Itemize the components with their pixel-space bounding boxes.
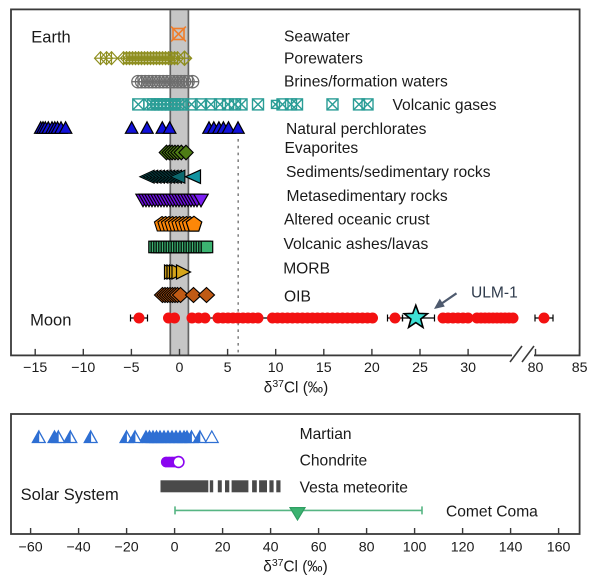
- svg-text:Earth: Earth: [31, 28, 70, 46]
- svg-text:Brines/formation waters: Brines/formation waters: [284, 73, 448, 90]
- svg-text:0: 0: [176, 360, 184, 376]
- svg-text:80: 80: [359, 540, 375, 556]
- svg-text:Volcanic ashes/lavas: Volcanic ashes/lavas: [284, 236, 429, 253]
- svg-text:Martian: Martian: [300, 426, 352, 443]
- svg-text:80: 80: [528, 360, 544, 376]
- svg-text:15: 15: [316, 360, 332, 376]
- svg-text:25: 25: [412, 360, 428, 376]
- svg-text:40: 40: [263, 540, 279, 556]
- svg-text:100: 100: [403, 540, 427, 556]
- svg-text:30: 30: [460, 360, 476, 376]
- svg-text:85: 85: [572, 360, 588, 376]
- svg-text:Solar System: Solar System: [21, 486, 119, 504]
- svg-text:160: 160: [547, 540, 571, 556]
- svg-text:Altered oceanic crust: Altered oceanic crust: [284, 211, 430, 228]
- svg-text:5: 5: [224, 360, 232, 376]
- svg-text:−15: −15: [23, 360, 47, 376]
- svg-text:20: 20: [364, 360, 380, 376]
- svg-text:0: 0: [171, 540, 179, 556]
- svg-text:20: 20: [215, 540, 231, 556]
- svg-text:Chondrite: Chondrite: [300, 453, 368, 470]
- svg-text:120: 120: [451, 540, 475, 556]
- svg-text:ULM-1: ULM-1: [471, 285, 518, 302]
- svg-text:10: 10: [268, 360, 284, 376]
- svg-text:MORB: MORB: [283, 260, 330, 277]
- svg-text:140: 140: [499, 540, 523, 556]
- svg-text:−60: −60: [19, 540, 43, 556]
- svg-text:Comet Coma: Comet Coma: [446, 504, 538, 521]
- svg-text:OIB: OIB: [284, 288, 311, 305]
- svg-text:Vesta meteorite: Vesta meteorite: [300, 480, 408, 497]
- svg-text:60: 60: [311, 540, 327, 556]
- svg-text:−5: −5: [123, 360, 139, 376]
- svg-text:Porewaters: Porewaters: [284, 51, 363, 68]
- svg-text:Volcanic gases: Volcanic gases: [393, 97, 497, 114]
- svg-text:−10: −10: [71, 360, 95, 376]
- svg-text:Natural perchlorates: Natural perchlorates: [286, 121, 427, 138]
- svg-text:Seawater: Seawater: [284, 29, 350, 46]
- svg-text:−40: −40: [67, 540, 91, 556]
- svg-text:Evaporites: Evaporites: [285, 140, 359, 157]
- svg-text:Sediments/sedimentary rocks: Sediments/sedimentary rocks: [286, 164, 491, 181]
- svg-text:Moon: Moon: [30, 312, 71, 330]
- svg-text:−20: −20: [115, 540, 139, 556]
- svg-text:Metasedimentary rocks: Metasedimentary rocks: [287, 188, 448, 205]
